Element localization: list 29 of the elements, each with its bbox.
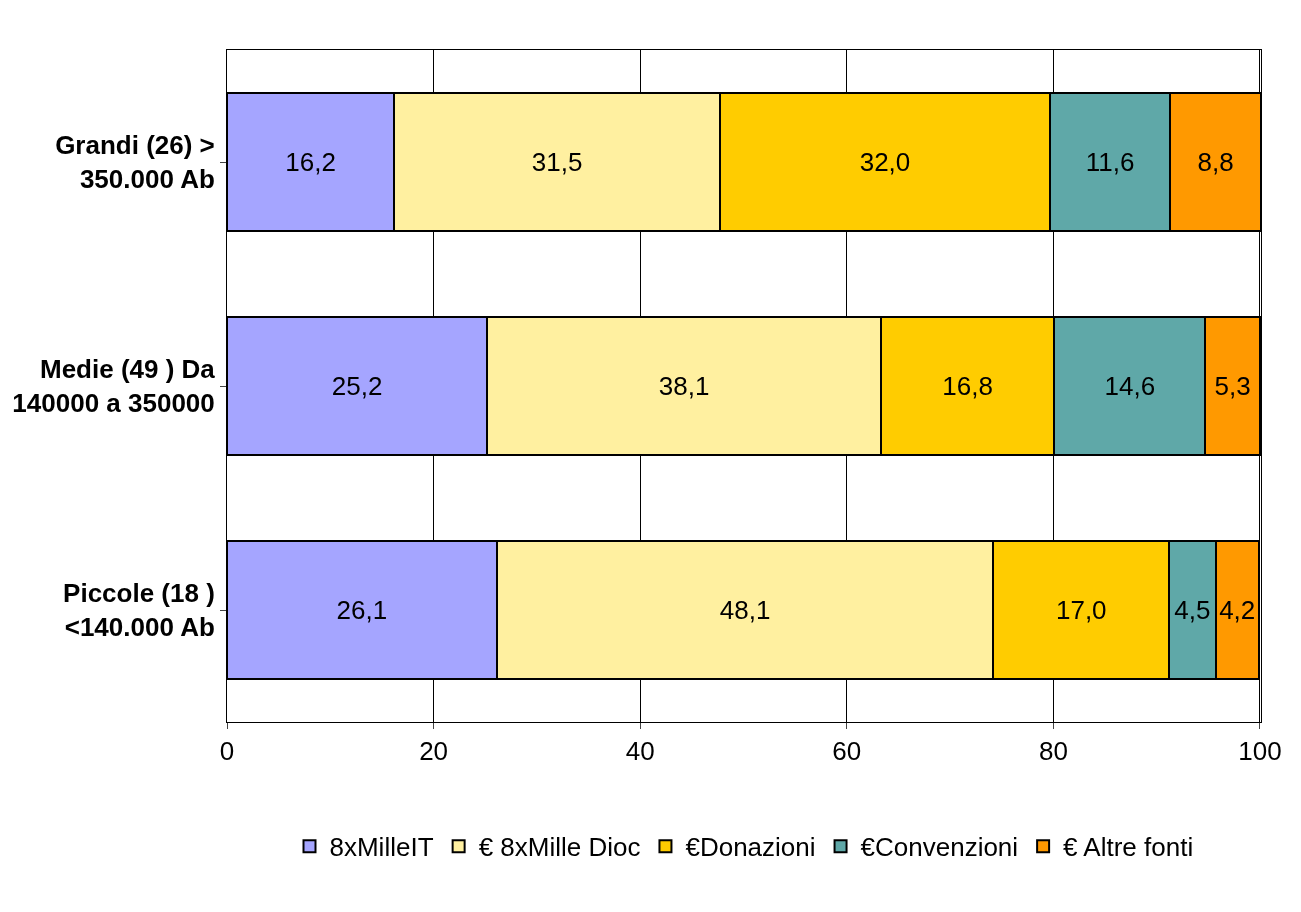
data-label: 4,5 bbox=[1174, 595, 1211, 625]
y-tick-label: Medie (49 ) Da 140000 a 350000 bbox=[12, 354, 216, 418]
data-label: 26,1 bbox=[336, 595, 388, 625]
data-label: 8,8 bbox=[1197, 147, 1234, 177]
x-tick-label: 100 bbox=[1238, 736, 1282, 767]
x-tick-label: 80 bbox=[1038, 736, 1068, 767]
x-tick-label: 20 bbox=[419, 736, 449, 767]
y-tick-label: Grandi (26) > 350.000 Ab bbox=[55, 130, 215, 194]
legend-label: €Donazioni bbox=[685, 832, 816, 863]
data-label: 11,6 bbox=[1085, 147, 1135, 177]
legend-label: € 8xMille Dioc bbox=[478, 832, 641, 863]
data-label: 17,0 bbox=[1055, 595, 1107, 625]
data-label: 48,1 bbox=[719, 595, 771, 625]
legend-label: 8xMilleIT bbox=[329, 832, 434, 863]
data-label: 16,2 bbox=[285, 147, 336, 177]
x-tick-label: 60 bbox=[832, 736, 862, 767]
legend-label: € Altre fonti bbox=[1063, 832, 1194, 863]
data-label: 38,1 bbox=[658, 371, 710, 401]
data-label: 5,3 bbox=[1214, 371, 1251, 401]
data-label: 16,8 bbox=[942, 371, 993, 401]
legend-label: €Convenzioni bbox=[860, 832, 1019, 863]
data-label: 14,6 bbox=[1104, 371, 1156, 401]
data-label: 4,2 bbox=[1219, 595, 1256, 625]
x-tick-label: 0 bbox=[219, 736, 235, 767]
data-label: 31,5 bbox=[531, 147, 583, 177]
y-tick-label: Piccole (18 ) <140.000 Ab bbox=[63, 578, 215, 642]
data-label: 25,2 bbox=[331, 371, 383, 401]
x-tick-label: 40 bbox=[625, 736, 655, 767]
data-label: 32,0 bbox=[859, 147, 911, 177]
